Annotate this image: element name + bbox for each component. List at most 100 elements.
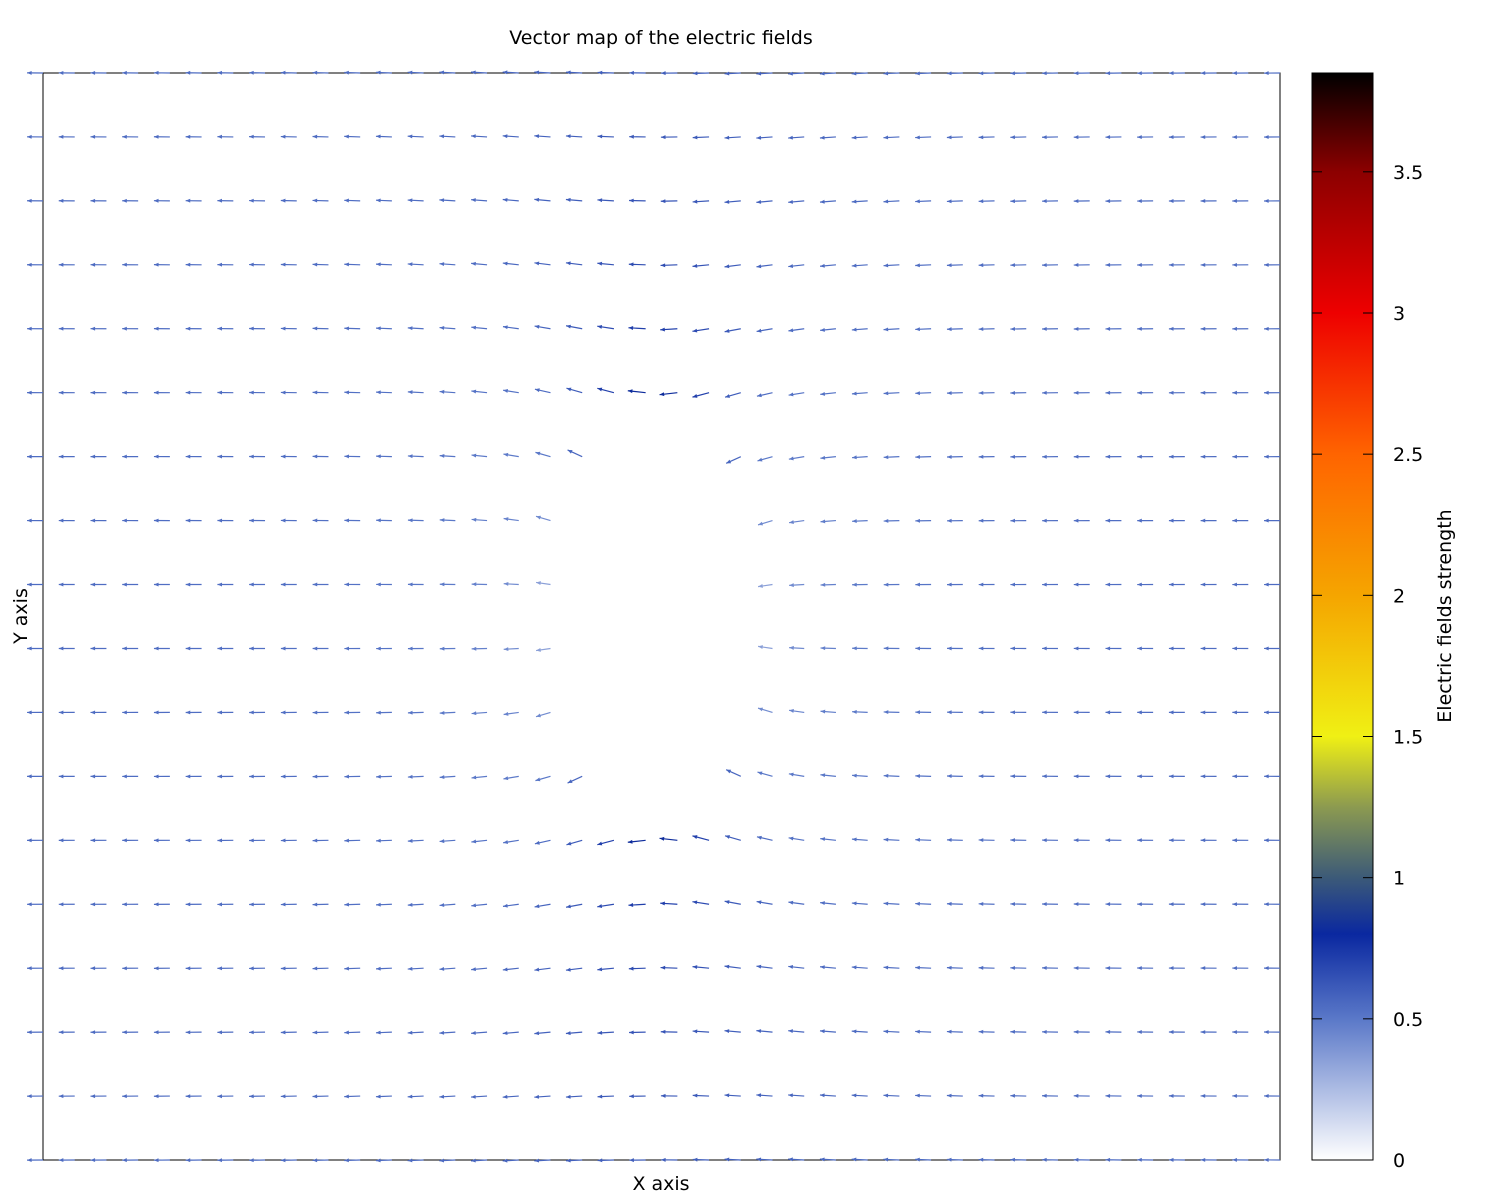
vector-arrow-head [1042,838,1047,843]
vector-arrow-head [851,199,857,204]
vector-arrow-head [90,326,96,331]
vector-arrow-head [312,390,318,395]
vector-arrow-head [724,71,730,76]
vector-arrow-head [1232,966,1237,971]
vector-arrow-head [1073,518,1079,523]
vector-arrow-head [978,902,984,906]
vector-arrow-head [217,1094,222,1099]
vector-arrow-head [27,518,32,523]
vector-arrow-head [1010,135,1015,140]
vector-arrow-head [1200,1030,1206,1034]
vector-arrow-head [344,1030,349,1035]
vector-arrow-head [946,199,952,204]
vector-arrow-head [344,966,349,971]
vector-arrow-head [344,198,349,203]
vector-arrow-head [852,519,857,524]
vector-arrow-head [1137,1030,1142,1034]
vector-arrow-head [407,774,413,779]
vector-arrow-head [851,391,857,396]
vector-arrow-head [724,1157,730,1162]
vector-arrow-head [1200,135,1206,139]
vector-arrow-head [756,200,762,204]
vector-arrow-head [280,966,286,971]
vector-arrow-head [978,965,984,970]
vector-arrow-head [820,709,826,714]
vector-arrow-head [27,1158,32,1163]
vector-arrow-head [153,774,159,779]
vector-arrow-head [1264,1030,1269,1034]
vector-arrow-head [883,1093,889,1098]
vector-arrow-head [249,838,254,843]
vector-arrow-head [376,518,381,523]
colorbar-tick-label: 0.5 [1393,1009,1423,1031]
vector-arrow-head [122,326,127,331]
vector-arrow-head [660,199,666,204]
vector-arrow-head [217,582,223,587]
vector-arrow-head [249,902,254,907]
vector-arrow-head [1073,263,1079,267]
vector-arrow-head [946,838,952,842]
vector-arrow-head [312,966,318,971]
vector-arrow-head [27,710,32,715]
vector-arrow-head [185,262,191,267]
vector-arrow-head [788,392,794,397]
vector-arrow-head [153,390,159,395]
vector-arrow-head [1264,135,1269,139]
vector-arrow-head [90,134,96,139]
vector-arrow-head [1232,135,1237,139]
vector-arrow-head [915,965,920,970]
vector-arrow-head [1137,454,1142,459]
vector-arrow-head [627,389,633,394]
vector-arrow-head [1264,454,1269,459]
vector-arrow-head [153,838,159,843]
vector-arrow-head [280,1158,286,1163]
vector-arrow-head [660,135,666,140]
vector-arrow-head [788,135,793,140]
vector-arrow-head [280,390,286,395]
vector-arrow-head [597,70,603,75]
vector-arrow-head [376,774,381,779]
vector-arrow-head [1042,454,1047,459]
vector-arrow-head [185,966,191,971]
vector-arrow-head [724,900,730,904]
vector-arrow-head [597,1094,603,1099]
vector-arrow-head [1168,1093,1174,1098]
vector-arrow-head [153,582,159,587]
vector-arrow-head [1200,838,1206,843]
vector-arrow-head [376,326,381,331]
vector-arrow-head [58,454,64,459]
vector-arrow-head [502,967,508,972]
vector-arrow-head [789,583,794,588]
vector-arrow-head [503,840,509,844]
vector-arrow-head [1105,71,1111,76]
vector-arrow-head [1010,1093,1015,1098]
vector-arrow-head [660,901,665,906]
vector-arrow-head [947,518,952,523]
vector-arrow-head [946,391,952,395]
vector-arrow-head [915,710,920,715]
vector-arrow-head [280,582,286,587]
vector-arrow-head [565,1031,571,1036]
vector-arrow-head [597,841,603,846]
vector-arrow-head [217,134,222,139]
vector-arrow-head [1264,518,1269,523]
vector-arrow-head [1042,1029,1047,1034]
vector-arrow-head [788,71,793,76]
vector-arrow-head [58,1158,64,1163]
vector-arrow-head [439,70,445,75]
x-axis-label: X axis [632,1173,689,1195]
vector-arrow-head [758,584,763,588]
vector-arrow-head [344,390,349,395]
vector-arrow-head [566,324,571,329]
vector-arrow-head [280,134,286,139]
vector-arrow-head [249,262,254,267]
vector-arrow-head [1264,390,1269,395]
vector-arrow-head [185,1030,191,1035]
vector-arrow-head [851,901,857,906]
vector-arrow-head [692,71,698,76]
vector-arrow-head [249,710,254,715]
vector-arrow-head [439,967,445,971]
vector-arrow-head [249,198,254,203]
vector-arrow-head [883,837,889,842]
